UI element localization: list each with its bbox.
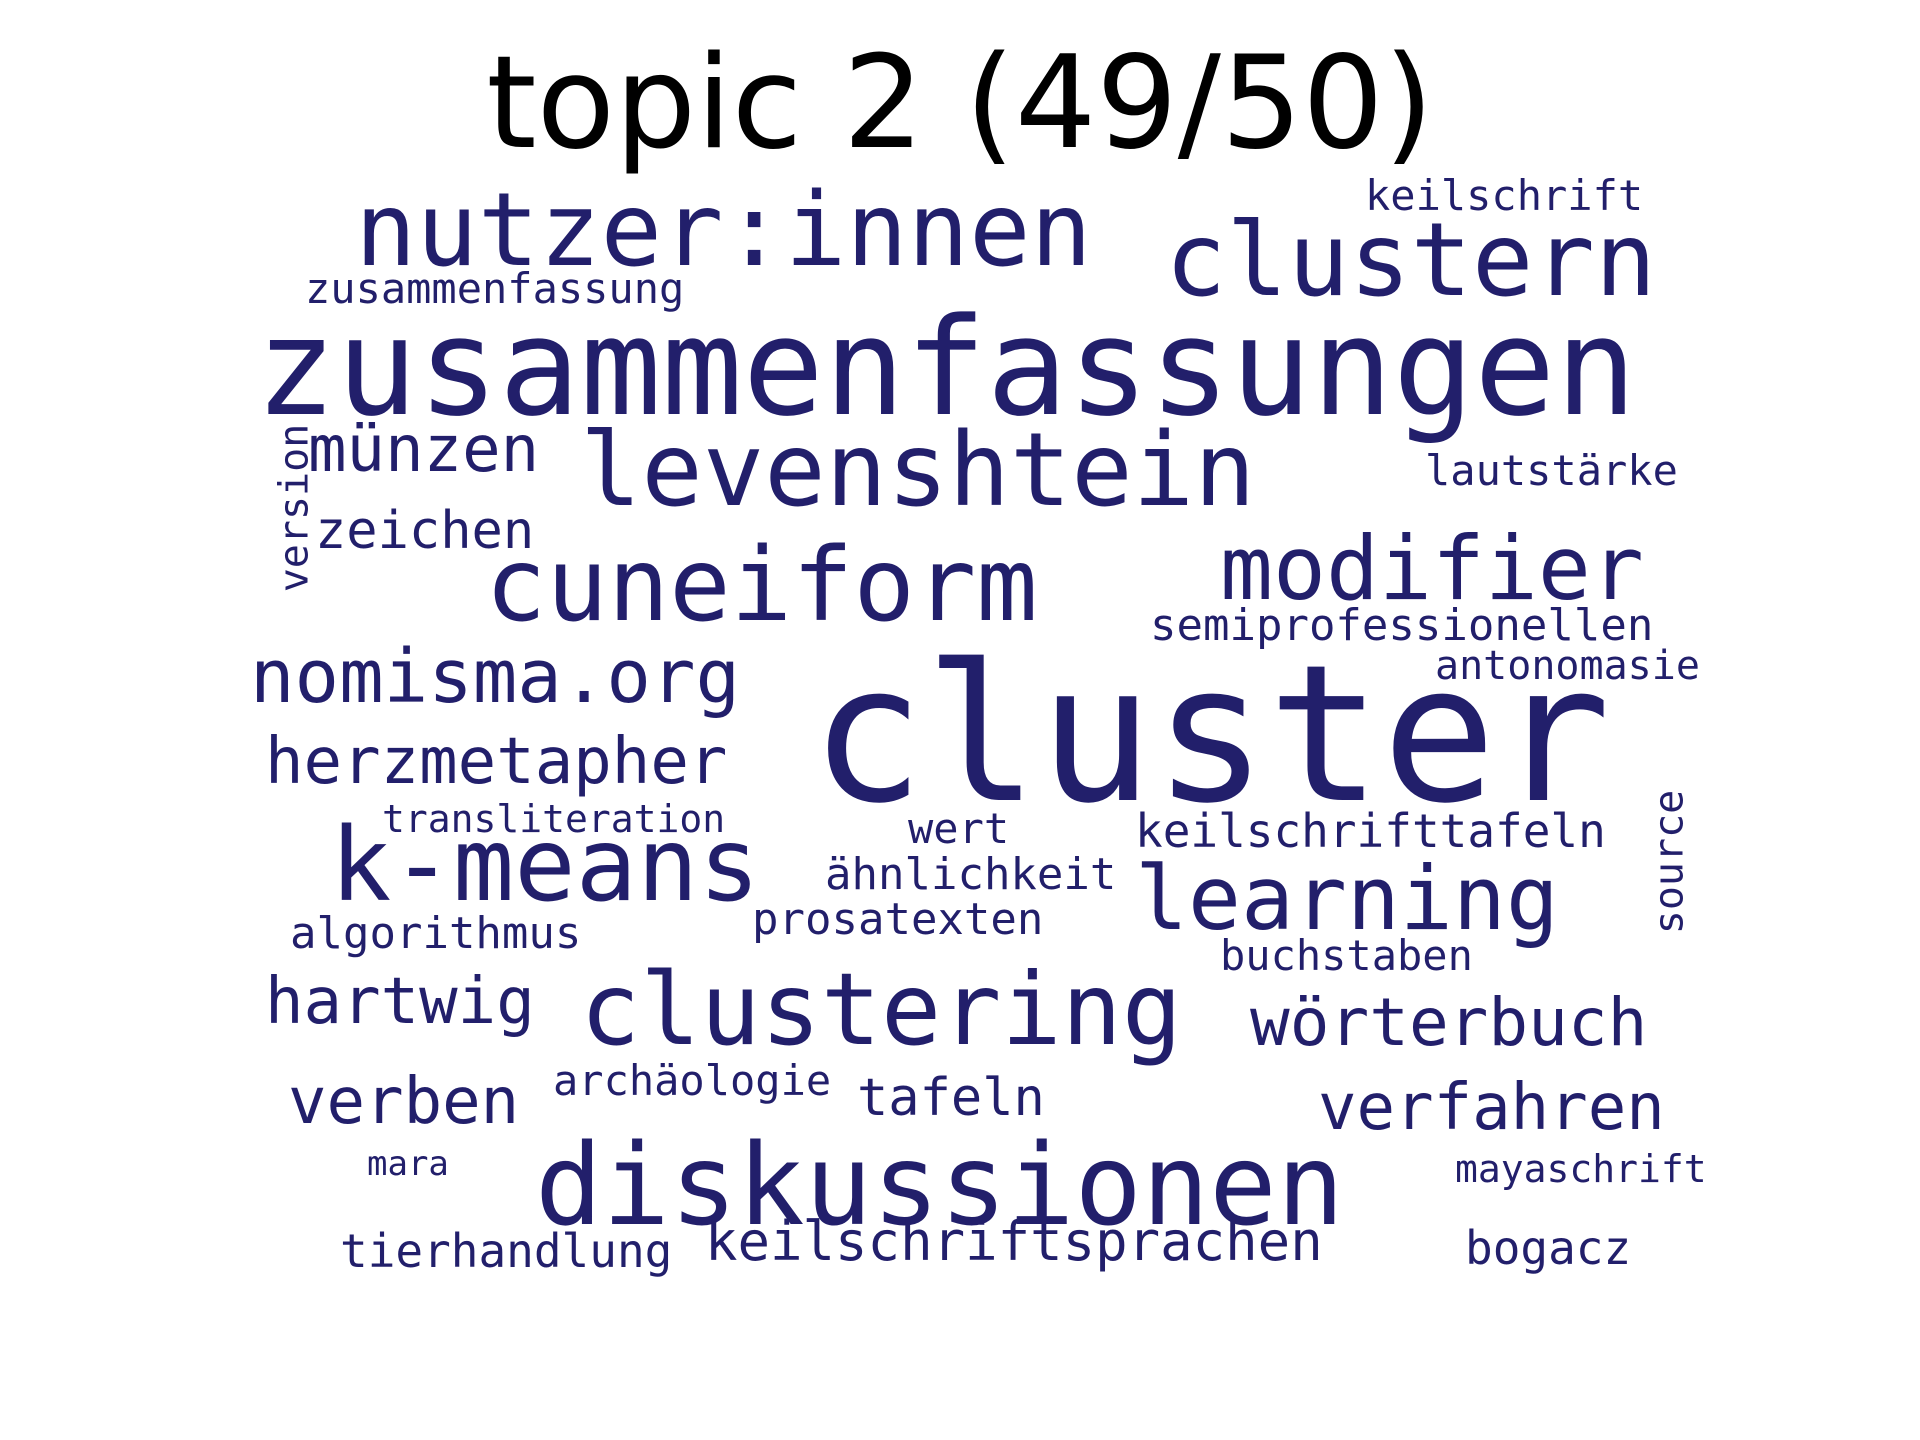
word-version: version bbox=[271, 423, 318, 593]
word-tierhandlung: tierhandlung bbox=[340, 1224, 673, 1278]
word-source: source bbox=[1646, 789, 1693, 935]
word-bogacz: bogacz bbox=[1465, 1221, 1632, 1275]
word-buchstaben: buchstaben bbox=[1220, 931, 1473, 980]
page-title: topic 2 (49/50) bbox=[486, 29, 1434, 178]
word-archaologie: archäologie bbox=[553, 1056, 832, 1105]
word-keilschriftsprachen: keilschriftsprachen bbox=[705, 1210, 1323, 1273]
word-tafeln: tafeln bbox=[857, 1068, 1045, 1128]
word-learning: learning bbox=[1135, 847, 1559, 950]
word-mara: mara bbox=[367, 1144, 449, 1184]
word-diskussionen: diskussionen bbox=[535, 1121, 1345, 1251]
word-lautstarke: lautstärke bbox=[1425, 446, 1678, 495]
word-herzmetapher: herzmetapher bbox=[265, 725, 728, 799]
word-munzen: münzen bbox=[308, 413, 540, 487]
word-zeichen: zeichen bbox=[315, 501, 535, 561]
word-mayaschrift: mayaschrift bbox=[1455, 1147, 1707, 1191]
word-wert: wert bbox=[908, 804, 1010, 853]
word-levenshtein: levenshtein bbox=[580, 411, 1256, 530]
word-nutzer-innen: nutzer:innen bbox=[355, 171, 1092, 290]
word-modifier: modifier bbox=[1220, 517, 1644, 620]
word-prosatexten: prosatexten bbox=[752, 894, 1044, 945]
word-keilschrift: keilschrift bbox=[1365, 171, 1644, 220]
word-worterbuch: wörterbuch bbox=[1250, 984, 1648, 1061]
word-cluster: cluster bbox=[810, 624, 1611, 845]
word-k-means: k-means bbox=[330, 806, 760, 925]
word-transliteration: transliteration bbox=[382, 797, 726, 841]
word-ahnlichkeit: ähnlichkeit bbox=[825, 849, 1117, 900]
word-verben: verben bbox=[288, 1065, 520, 1139]
word-cuneiform: cuneiform bbox=[485, 526, 1038, 645]
word-keilschrifttafeln: keilschrifttafeln bbox=[1135, 804, 1606, 858]
word-verfahren: verfahren bbox=[1318, 1071, 1665, 1145]
word-semiprofessionellen: semiprofessionellen bbox=[1150, 600, 1654, 651]
word-antonomasie: antonomasie bbox=[1435, 643, 1700, 689]
word-nomisma-org: nomisma.org bbox=[250, 634, 741, 720]
word-zusammenfassungen: zusammenfassungen bbox=[255, 289, 1637, 446]
word-zusammenfassung: zusammenfassung bbox=[305, 264, 685, 313]
word-clustering: clustering bbox=[580, 951, 1183, 1068]
word-hartwig: hartwig bbox=[265, 965, 535, 1039]
word-algorithmus: algorithmus bbox=[290, 908, 582, 959]
word-clustern: clustern bbox=[1165, 201, 1657, 320]
